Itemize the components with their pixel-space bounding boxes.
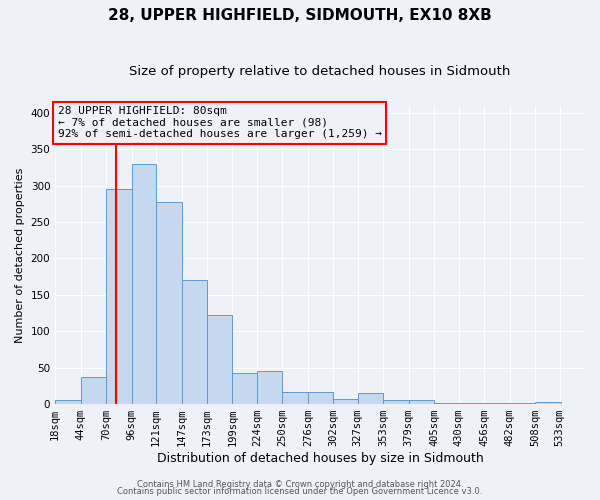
Title: Size of property relative to detached houses in Sidmouth: Size of property relative to detached ho… (130, 65, 511, 78)
Bar (156, 202, 182, 404)
Text: Contains public sector information licensed under the Open Government Licence v3: Contains public sector information licen… (118, 487, 482, 496)
Text: 28, UPPER HIGHFIELD, SIDMOUTH, EX10 8XB: 28, UPPER HIGHFIELD, SIDMOUTH, EX10 8XB (108, 8, 492, 22)
Bar (308, 392, 334, 404)
Bar (232, 373, 257, 404)
Bar (182, 280, 207, 404)
Bar (409, 400, 434, 404)
Bar (434, 402, 458, 404)
Bar (80, 377, 106, 404)
Bar (55, 400, 80, 404)
Bar (131, 164, 156, 404)
Bar (358, 393, 383, 404)
Bar (535, 402, 560, 404)
Bar (383, 400, 409, 404)
Text: 28 UPPER HIGHFIELD: 80sqm
← 7% of detached houses are smaller (98)
92% of semi-d: 28 UPPER HIGHFIELD: 80sqm ← 7% of detach… (58, 106, 382, 140)
Text: Contains HM Land Registry data © Crown copyright and database right 2024.: Contains HM Land Registry data © Crown c… (137, 480, 463, 489)
Bar (106, 190, 131, 404)
Bar (207, 314, 232, 404)
Bar (257, 370, 283, 404)
Bar (283, 392, 308, 404)
X-axis label: Distribution of detached houses by size in Sidmouth: Distribution of detached houses by size … (157, 452, 484, 465)
Y-axis label: Number of detached properties: Number of detached properties (15, 167, 25, 342)
Bar (334, 399, 358, 404)
